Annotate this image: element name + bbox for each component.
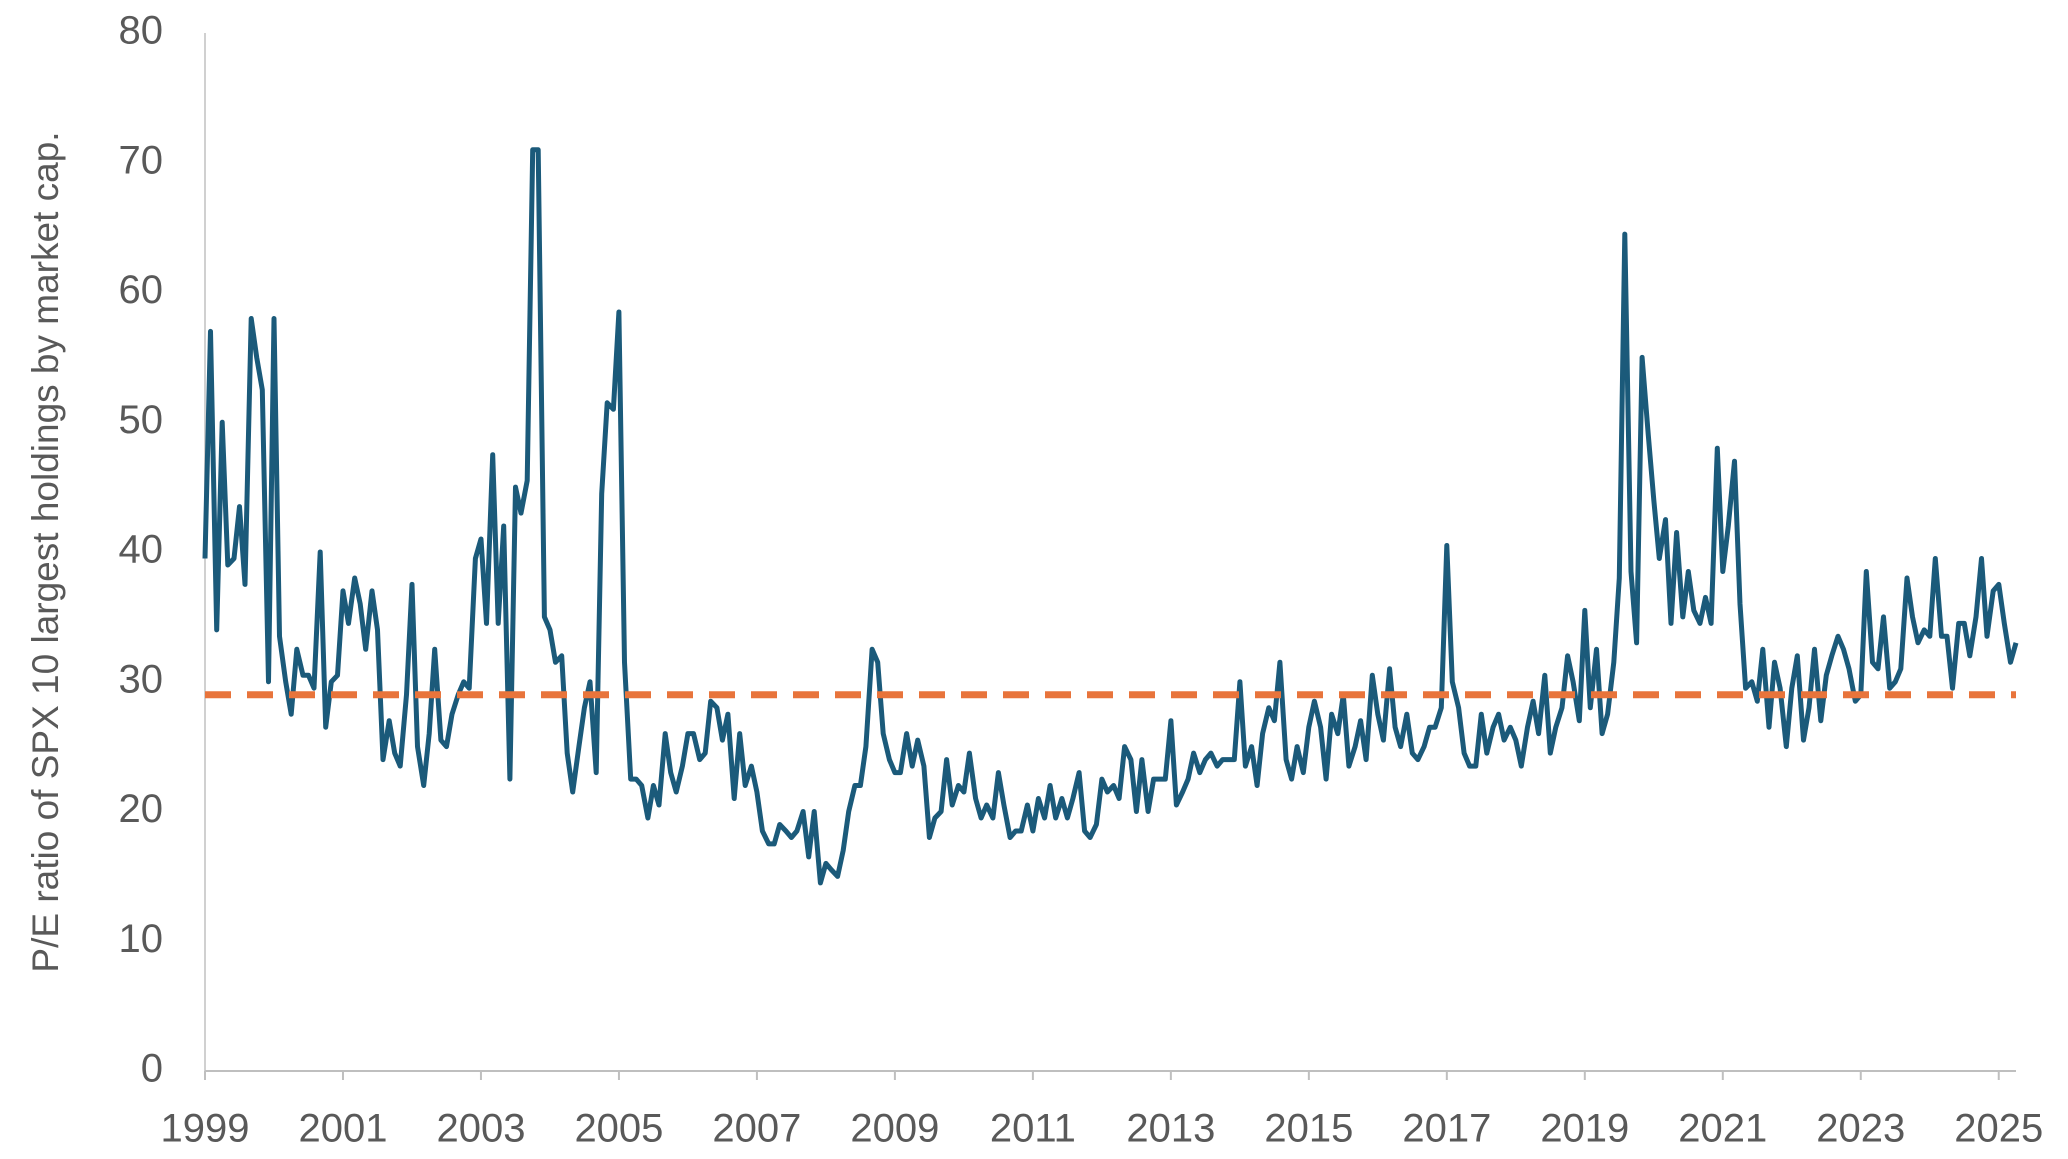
y-tick-label: 10 <box>119 917 164 961</box>
y-tick-label: 70 <box>119 138 164 182</box>
y-tick-label: 0 <box>141 1047 163 1091</box>
y-tick-label: 50 <box>119 398 164 442</box>
y-tick-label: 80 <box>119 9 164 53</box>
x-tick-label: 2023 <box>1816 1107 1905 1151</box>
x-tick-label: 2011 <box>990 1107 1076 1151</box>
y-tick-label: 30 <box>119 657 164 701</box>
y-tick-label: 40 <box>119 528 164 572</box>
x-tick-label: 2007 <box>712 1107 801 1151</box>
x-tick-label: 1999 <box>161 1107 250 1151</box>
x-tick-label: 2005 <box>574 1107 663 1151</box>
x-tick-label: 2021 <box>1678 1107 1767 1151</box>
x-tick-label: 2001 <box>298 1107 387 1151</box>
x-tick-label: 2015 <box>1264 1107 1353 1151</box>
x-tick-label: 2025 <box>1954 1107 2043 1151</box>
x-tick-label: 2013 <box>1126 1107 1215 1151</box>
x-tick-label: 2003 <box>436 1107 525 1151</box>
y-tick-label: 20 <box>119 787 164 831</box>
x-tick-label: 2017 <box>1402 1107 1491 1151</box>
x-tick-label: 2019 <box>1540 1107 1629 1151</box>
y-axis-label: P/E ratio of SPX 10 largest holdings by … <box>25 131 66 972</box>
line-series <box>202 147 2019 886</box>
x-tick-label: 2009 <box>850 1107 939 1151</box>
y-tick-label: 60 <box>119 268 164 312</box>
